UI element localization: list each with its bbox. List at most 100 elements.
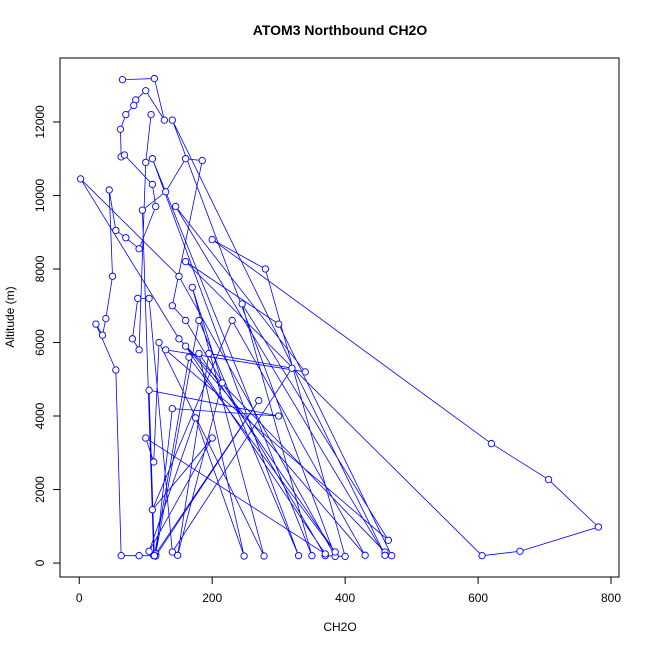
data-point xyxy=(150,74,159,83)
data-point xyxy=(181,155,190,163)
data-point xyxy=(148,155,157,163)
data-point xyxy=(122,234,130,242)
data-point xyxy=(168,405,176,413)
y-tick-label: 10000 xyxy=(33,178,47,212)
y-tick-label: 8000 xyxy=(33,255,47,282)
data-point xyxy=(148,180,157,189)
data-point xyxy=(198,156,206,165)
chart-title: ATOM3 Northbound CH2O xyxy=(253,22,428,38)
data-point xyxy=(147,110,155,119)
data-point xyxy=(341,552,349,561)
data-point xyxy=(138,206,147,214)
data-point xyxy=(195,349,203,358)
data-point xyxy=(160,116,169,124)
data-point xyxy=(361,551,369,559)
data-point xyxy=(185,353,193,361)
data-point xyxy=(135,245,143,253)
data-point xyxy=(331,548,339,556)
data-point xyxy=(76,175,85,183)
data-point xyxy=(145,547,153,555)
data-point xyxy=(238,300,246,308)
x-tick-label: 600 xyxy=(468,591,488,605)
data-point xyxy=(155,338,163,347)
x-tick-label: 800 xyxy=(601,591,621,605)
data-point xyxy=(168,548,176,556)
data-point xyxy=(188,283,196,292)
x-axis-label: CH2O xyxy=(323,620,356,634)
y-tick-label: 0 xyxy=(33,559,47,566)
data-point xyxy=(112,226,120,235)
plot-frame xyxy=(59,57,620,578)
data-point xyxy=(516,547,524,555)
data-point xyxy=(135,346,143,354)
x-tick-label: 400 xyxy=(335,591,355,605)
data-point xyxy=(181,316,190,325)
data-point xyxy=(92,320,100,328)
data-point xyxy=(255,396,263,405)
data-point xyxy=(108,272,117,280)
data-point xyxy=(168,302,176,310)
data-point xyxy=(594,523,603,531)
data-point xyxy=(301,368,309,376)
data-point xyxy=(275,412,283,420)
data-point xyxy=(381,551,389,559)
y-tick-label: 2000 xyxy=(33,476,47,503)
data-point xyxy=(208,434,216,442)
data-point xyxy=(544,475,553,484)
data-point xyxy=(487,439,496,448)
data-point xyxy=(308,552,316,560)
data-point xyxy=(145,294,153,303)
data-point xyxy=(181,257,190,266)
data-point xyxy=(168,116,176,124)
data-point xyxy=(152,202,160,211)
data-point xyxy=(195,316,203,325)
data-point xyxy=(112,366,120,374)
data-point xyxy=(98,331,107,339)
data-point xyxy=(134,294,142,303)
data-point xyxy=(105,186,113,194)
data-point xyxy=(116,125,125,133)
data-point xyxy=(173,551,182,559)
data-point xyxy=(275,320,283,328)
data-point xyxy=(120,151,129,159)
data-point xyxy=(122,110,130,119)
data-point xyxy=(162,188,170,196)
data-point xyxy=(384,536,393,544)
data-point xyxy=(181,342,190,350)
y-tick-label: 12000 xyxy=(33,105,47,139)
x-tick-label: 0 xyxy=(76,591,83,605)
data-point xyxy=(175,272,183,280)
data-point xyxy=(228,316,236,325)
x-tick-label: 200 xyxy=(202,591,222,605)
y-tick-label: 4000 xyxy=(33,402,47,429)
data-line xyxy=(80,78,600,557)
data-point xyxy=(130,101,138,110)
data-point xyxy=(172,202,180,211)
data-point xyxy=(150,552,159,560)
data-point xyxy=(135,552,143,560)
data-point xyxy=(142,87,150,95)
data-point xyxy=(261,265,270,273)
data-point xyxy=(191,414,200,422)
data-point xyxy=(145,386,153,394)
data-point xyxy=(321,550,329,558)
y-axis-label: Altitude (m) xyxy=(3,286,17,347)
data-point xyxy=(128,335,137,343)
data-point xyxy=(294,552,303,560)
data-point xyxy=(288,364,296,372)
data-point xyxy=(142,434,150,442)
data-point xyxy=(102,314,110,323)
y-tick-label: 6000 xyxy=(33,329,47,356)
data-point xyxy=(478,552,486,560)
data-point xyxy=(117,552,125,560)
data-point xyxy=(260,552,268,560)
data-point xyxy=(162,346,170,354)
data-point xyxy=(148,506,157,514)
data-point xyxy=(118,76,127,84)
data-point xyxy=(208,235,216,244)
data-point xyxy=(218,379,226,387)
data-point xyxy=(240,552,248,560)
data-point xyxy=(175,335,183,343)
data-point xyxy=(142,158,150,167)
